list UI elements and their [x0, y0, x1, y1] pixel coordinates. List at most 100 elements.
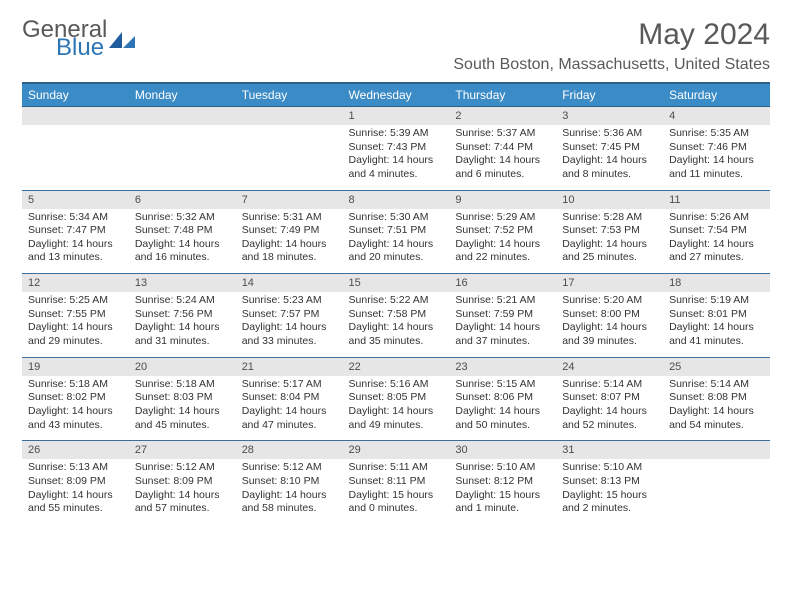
day1-text: Daylight: 14 hours	[28, 238, 123, 252]
day-detail-cell: Sunrise: 5:10 AMSunset: 8:12 PMDaylight:…	[449, 459, 556, 524]
sunset-text: Sunset: 8:13 PM	[562, 475, 657, 489]
day-number-cell: 3	[556, 107, 663, 126]
day-detail-row: Sunrise: 5:39 AMSunset: 7:43 PM Daylight:…	[22, 125, 770, 190]
day-number-cell: 15	[343, 274, 450, 293]
sunset-text: Sunset: 7:45 PM	[562, 141, 657, 155]
day2-text: and 2 minutes.	[562, 502, 657, 516]
day1-text: Daylight: 15 hours	[349, 489, 444, 503]
sunset-text: Sunset: 8:08 PM	[669, 391, 764, 405]
brand-logo: General Blue	[22, 18, 137, 60]
sunset-text: Sunset: 7:54 PM	[669, 224, 764, 238]
day-detail-cell: Sunrise: 5:18 AMSunset: 8:03 PMDaylight:…	[129, 376, 236, 441]
sunrise-text: Sunrise: 5:21 AM	[455, 294, 550, 308]
day2-text: and 8 minutes.	[562, 168, 657, 182]
day-number-cell: 12	[22, 274, 129, 293]
day-number-row: 19202122232425	[22, 357, 770, 376]
day-detail-cell	[22, 125, 129, 190]
day2-text: and 16 minutes.	[135, 251, 230, 265]
day1-text: Daylight: 14 hours	[669, 405, 764, 419]
sunset-text: Sunset: 7:43 PM	[349, 141, 444, 155]
sunset-text: Sunset: 7:56 PM	[135, 308, 230, 322]
day-number-cell: 7	[236, 190, 343, 209]
day-of-week-header: Tuesday	[236, 83, 343, 107]
day2-text: and 1 minute.	[455, 502, 550, 516]
day2-text: and 57 minutes.	[135, 502, 230, 516]
day1-text: Daylight: 14 hours	[562, 154, 657, 168]
sunrise-text: Sunrise: 5:37 AM	[455, 127, 550, 141]
day-number-cell: 29	[343, 441, 450, 460]
sunrise-text: Sunrise: 5:10 AM	[562, 461, 657, 475]
sunset-text: Sunset: 7:52 PM	[455, 224, 550, 238]
sunset-text: Sunset: 7:49 PM	[242, 224, 337, 238]
day1-text: Daylight: 15 hours	[455, 489, 550, 503]
sunrise-text: Sunrise: 5:12 AM	[242, 461, 337, 475]
day-detail-row: Sunrise: 5:34 AMSunset: 7:47 PMDaylight:…	[22, 209, 770, 274]
sunset-text: Sunset: 8:04 PM	[242, 391, 337, 405]
day-number-cell	[22, 107, 129, 126]
sunrise-text: Sunrise: 5:20 AM	[562, 294, 657, 308]
sunrise-text: Sunrise: 5:39 AM	[349, 127, 444, 141]
day-detail-cell: Sunrise: 5:12 AMSunset: 8:10 PMDaylight:…	[236, 459, 343, 524]
sunset-text: Sunset: 7:59 PM	[455, 308, 550, 322]
day2-text: and 54 minutes.	[669, 419, 764, 433]
day-number-row: 262728293031	[22, 441, 770, 460]
day-number-cell: 17	[556, 274, 663, 293]
day-detail-cell: Sunrise: 5:34 AMSunset: 7:47 PMDaylight:…	[22, 209, 129, 274]
sunset-text: Sunset: 7:58 PM	[349, 308, 444, 322]
sunrise-text: Sunrise: 5:10 AM	[455, 461, 550, 475]
day-number-cell: 25	[663, 357, 770, 376]
day1-text: Daylight: 14 hours	[349, 405, 444, 419]
day-number-cell: 4	[663, 107, 770, 126]
day-detail-cell: Sunrise: 5:23 AMSunset: 7:57 PMDaylight:…	[236, 292, 343, 357]
day-detail-row: Sunrise: 5:13 AMSunset: 8:09 PMDaylight:…	[22, 459, 770, 524]
day2-text: and 37 minutes.	[455, 335, 550, 349]
brand-part2: Blue	[56, 36, 107, 60]
day1-text: Daylight: 14 hours	[669, 154, 764, 168]
day-number-cell: 14	[236, 274, 343, 293]
sunrise-text: Sunrise: 5:31 AM	[242, 211, 337, 225]
day2-text: and 0 minutes.	[349, 502, 444, 516]
day-detail-row: Sunrise: 5:18 AMSunset: 8:02 PMDaylight:…	[22, 376, 770, 441]
sunrise-text: Sunrise: 5:34 AM	[28, 211, 123, 225]
sunset-text: Sunset: 8:11 PM	[349, 475, 444, 489]
day-number-cell: 5	[22, 190, 129, 209]
day-number-cell: 20	[129, 357, 236, 376]
sunrise-text: Sunrise: 5:12 AM	[135, 461, 230, 475]
day-number-row: 1234	[22, 107, 770, 126]
day2-text: and 25 minutes.	[562, 251, 657, 265]
day1-text: Daylight: 14 hours	[562, 321, 657, 335]
sunrise-text: Sunrise: 5:19 AM	[669, 294, 764, 308]
day1-text: Daylight: 14 hours	[669, 238, 764, 252]
sunrise-text: Sunrise: 5:22 AM	[349, 294, 444, 308]
sunrise-text: Sunrise: 5:25 AM	[28, 294, 123, 308]
sunrise-text: Sunrise: 5:16 AM	[349, 378, 444, 392]
day-detail-cell: Sunrise: 5:13 AMSunset: 8:09 PMDaylight:…	[22, 459, 129, 524]
day1-text: Daylight: 15 hours	[562, 489, 657, 503]
day1-text: Daylight: 14 hours	[28, 489, 123, 503]
sunset-text: Sunset: 8:12 PM	[455, 475, 550, 489]
day-detail-cell: Sunrise: 5:18 AMSunset: 8:02 PMDaylight:…	[22, 376, 129, 441]
sunrise-text: Sunrise: 5:26 AM	[669, 211, 764, 225]
day-detail-cell: Sunrise: 5:11 AMSunset: 8:11 PMDaylight:…	[343, 459, 450, 524]
sunset-text: Sunset: 8:07 PM	[562, 391, 657, 405]
day-detail-cell: Sunrise: 5:31 AMSunset: 7:49 PMDaylight:…	[236, 209, 343, 274]
day-number-cell: 22	[343, 357, 450, 376]
day-detail-cell: Sunrise: 5:22 AMSunset: 7:58 PMDaylight:…	[343, 292, 450, 357]
day-number-cell: 18	[663, 274, 770, 293]
day-number-cell: 2	[449, 107, 556, 126]
day-of-week-header: Friday	[556, 83, 663, 107]
day-detail-cell: Sunrise: 5:16 AMSunset: 8:05 PMDaylight:…	[343, 376, 450, 441]
day1-text: Daylight: 14 hours	[135, 238, 230, 252]
day1-text: Daylight: 14 hours	[562, 238, 657, 252]
day-number-row: 567891011	[22, 190, 770, 209]
sunrise-text: Sunrise: 5:11 AM	[349, 461, 444, 475]
day-number-cell: 8	[343, 190, 450, 209]
day-number-cell	[663, 441, 770, 460]
day-number-cell: 6	[129, 190, 236, 209]
sunrise-text: Sunrise: 5:17 AM	[242, 378, 337, 392]
sunset-text: Sunset: 8:02 PM	[28, 391, 123, 405]
day1-text: Daylight: 14 hours	[349, 321, 444, 335]
day-detail-cell: Sunrise: 5:32 AMSunset: 7:48 PMDaylight:…	[129, 209, 236, 274]
day2-text: and 6 minutes.	[455, 168, 550, 182]
day1-text: Daylight: 14 hours	[242, 489, 337, 503]
